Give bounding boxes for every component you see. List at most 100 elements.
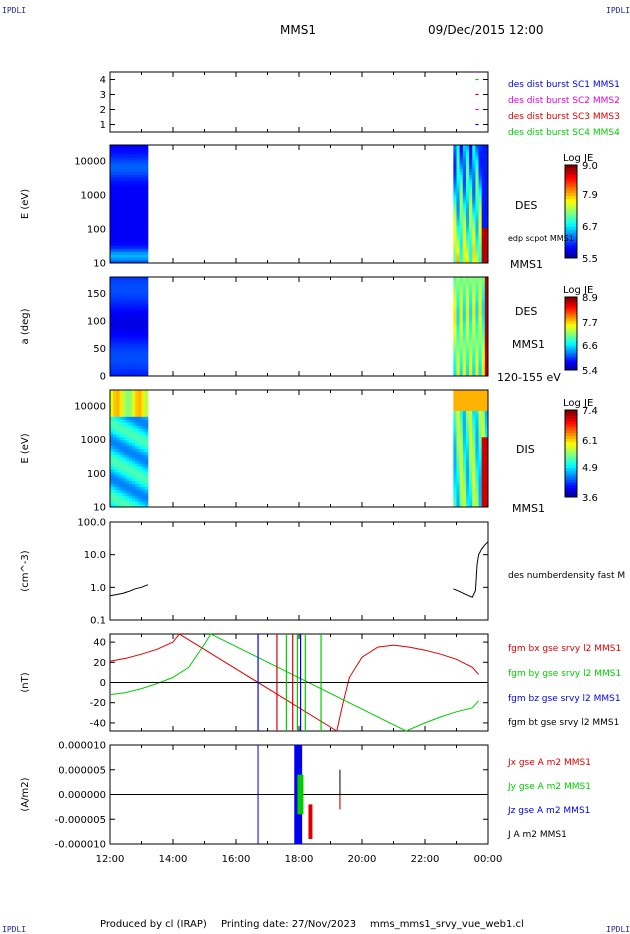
heatmap-cell xyxy=(484,189,489,193)
heatmap-cell xyxy=(465,257,470,261)
heatmap-cell xyxy=(475,248,480,252)
heatmap-cell xyxy=(462,206,467,211)
heatmap-cell xyxy=(475,436,480,441)
heatmap-cell xyxy=(128,296,133,300)
heatmap-cell xyxy=(138,474,142,479)
heatmap-cell xyxy=(469,260,473,264)
heatmap-cell xyxy=(456,351,461,355)
heatmap-cell xyxy=(475,390,480,394)
heatmap-cell xyxy=(472,294,476,298)
heatmap-cell xyxy=(481,180,486,184)
heatmap-cell xyxy=(453,183,457,187)
heatmap-cell xyxy=(138,401,142,406)
heatmap-cell xyxy=(113,486,117,490)
heatmap-cell xyxy=(125,373,130,377)
heatmap-cell xyxy=(110,501,114,505)
heatmap-cell xyxy=(122,204,127,208)
heatmap-cell xyxy=(128,209,133,214)
heatmap-cell xyxy=(141,348,146,352)
heatmap-cell xyxy=(128,436,133,441)
heatmap-cell xyxy=(116,145,120,149)
heatmap-cell xyxy=(122,233,127,237)
heatmap-cell xyxy=(141,430,146,435)
colorbar-cell xyxy=(565,326,577,330)
heatmap-cell xyxy=(113,483,117,488)
heatmap-cell xyxy=(141,466,146,470)
heatmap-cell xyxy=(465,373,470,377)
heatmap-cell xyxy=(456,183,461,187)
heatmap-cell xyxy=(465,348,470,352)
heatmap-cell xyxy=(472,301,476,305)
heatmap-cell xyxy=(125,356,130,360)
heatmap-cell xyxy=(465,306,470,310)
heatmap-cell xyxy=(113,224,117,229)
heatmap-cell xyxy=(116,286,120,290)
heatmap-cell xyxy=(113,236,117,240)
heatmap-cell xyxy=(110,368,114,372)
heatmap-cell xyxy=(462,368,467,372)
heatmap-cell xyxy=(465,321,470,325)
heatmap-cell xyxy=(481,186,486,190)
heatmap-cell xyxy=(456,368,461,372)
heatmap-cell xyxy=(478,326,483,330)
heatmap-cell xyxy=(141,363,146,367)
heatmap-cell xyxy=(475,227,480,232)
heatmap-cell xyxy=(132,425,136,429)
heatmap-cell xyxy=(132,501,136,505)
heatmap-cell xyxy=(459,165,464,170)
heatmap-cell xyxy=(481,425,486,429)
heatmap-cell xyxy=(141,227,146,232)
heatmap-cell xyxy=(462,492,467,496)
heatmap-cell xyxy=(116,239,120,243)
heatmap-cell xyxy=(116,439,120,444)
heatmap-cell xyxy=(481,328,486,332)
heatmap-cell xyxy=(469,304,473,308)
heatmap-cell xyxy=(484,239,489,243)
heatmap-cell xyxy=(135,245,139,249)
heatmap-cell xyxy=(462,233,467,237)
heatmap-cell xyxy=(465,395,470,400)
heatmap-cell xyxy=(456,260,461,264)
heatmap-cell xyxy=(128,501,133,505)
colorbar-cell xyxy=(565,311,577,315)
colorbar-tick-label: 7.9 xyxy=(582,190,598,201)
series-line xyxy=(109,584,148,597)
heatmap-cell xyxy=(465,209,470,214)
heatmap-cell xyxy=(453,390,457,394)
heatmap-cell xyxy=(472,368,476,372)
heatmap-cell xyxy=(484,248,489,252)
heatmap-cell xyxy=(453,428,457,432)
heatmap-cell xyxy=(472,145,476,149)
heatmap-cell xyxy=(132,407,136,411)
heatmap-cell xyxy=(135,284,139,288)
heatmap-cell xyxy=(144,419,149,423)
heatmap-cell xyxy=(472,206,476,211)
heatmap-cell xyxy=(122,245,127,249)
heatmap-cell xyxy=(475,296,480,300)
heatmap-cell xyxy=(113,189,117,193)
heatmap-cell xyxy=(465,254,470,258)
heatmap-cell xyxy=(125,333,130,337)
heatmap-cell xyxy=(138,165,142,170)
heatmap-cell xyxy=(456,346,461,350)
heatmap-cell xyxy=(132,486,136,490)
heatmap-cell xyxy=(125,319,130,323)
heatmap-cell xyxy=(128,448,133,452)
heatmap-cell xyxy=(456,498,461,502)
heatmap-cell xyxy=(484,147,489,152)
heatmap-cell xyxy=(459,230,464,234)
heatmap-cell xyxy=(484,463,489,467)
heatmap-cell xyxy=(475,501,480,505)
colorbar-cell xyxy=(565,468,577,472)
heatmap-cell xyxy=(469,471,473,476)
heatmap-cell xyxy=(478,328,483,332)
heatmap-cell xyxy=(116,189,120,193)
heatmap-cell xyxy=(484,428,489,432)
heatmap-cell xyxy=(472,439,476,444)
colorbar-frame xyxy=(564,296,578,371)
heatmap-cell xyxy=(138,439,142,444)
heatmap-cell xyxy=(144,501,149,505)
heatmap-cell xyxy=(469,348,473,352)
heatmap-cell xyxy=(475,489,480,493)
heatmap-cell xyxy=(113,439,117,444)
